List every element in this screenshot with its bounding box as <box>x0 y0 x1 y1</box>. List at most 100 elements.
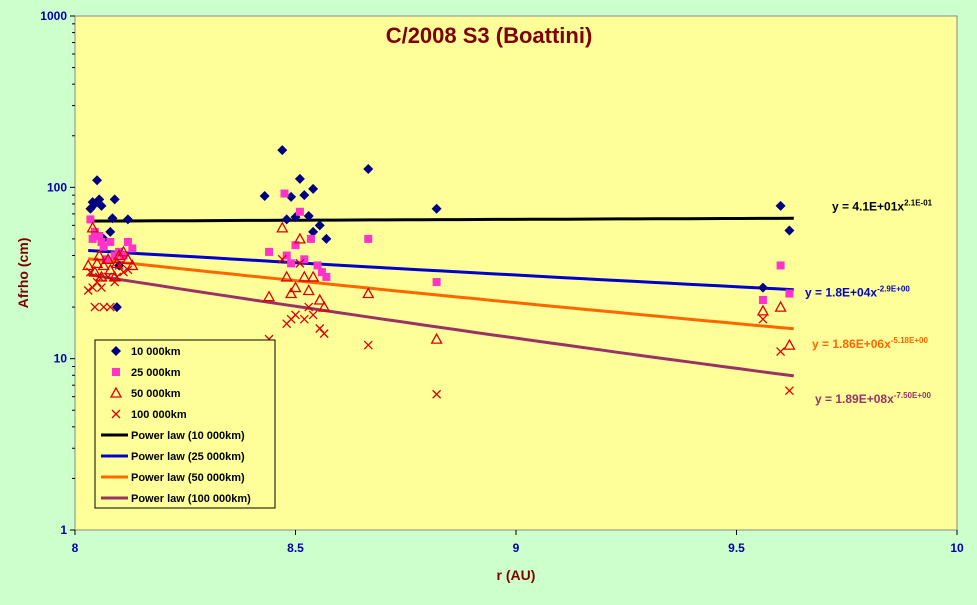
data-point <box>776 261 785 270</box>
data-point <box>85 267 95 277</box>
data-point <box>99 242 108 251</box>
data-point <box>123 265 133 275</box>
data-point <box>122 214 133 225</box>
data-point <box>115 247 124 256</box>
data-point <box>775 200 786 211</box>
x-tick-label: 9.5 <box>728 541 745 555</box>
data-point <box>110 277 120 287</box>
x-tick-label: 8.5 <box>287 541 304 555</box>
data-point <box>307 270 320 282</box>
legend-item: 25 000km <box>112 367 181 379</box>
data-points <box>82 145 796 399</box>
data-point <box>107 213 118 224</box>
data-point <box>99 302 109 312</box>
data-point <box>106 237 115 246</box>
data-point <box>322 272 331 281</box>
data-point <box>111 302 122 313</box>
data-point <box>299 314 309 324</box>
data-point <box>86 221 99 233</box>
trendline-equation: y = 4.1E+01x2.1E-01 <box>832 198 933 213</box>
data-point <box>303 211 314 222</box>
axes: 8 8.5 9 9.5 10 1 10 100 1000 <box>40 9 964 555</box>
data-point <box>776 347 786 357</box>
data-point <box>92 277 102 287</box>
data-point <box>291 241 300 250</box>
data-point <box>313 261 322 270</box>
data-point <box>109 194 120 205</box>
data-point <box>784 386 794 396</box>
data-point <box>286 191 297 202</box>
data-point <box>93 249 106 261</box>
data-point <box>308 183 319 194</box>
trendline-equation: y = 1.89E+08x-7.50E+00 <box>815 391 931 406</box>
data-point <box>291 310 300 320</box>
data-point <box>758 314 768 324</box>
data-point <box>774 300 787 312</box>
legend-label: 100 000km <box>131 409 187 421</box>
legend-box <box>94 339 276 509</box>
data-point <box>430 332 443 344</box>
data-point <box>282 251 291 260</box>
data-point <box>90 257 104 269</box>
data-point <box>97 259 110 271</box>
data-point <box>83 286 93 295</box>
legend-marker <box>111 346 121 356</box>
legend-item: 100 000km <box>111 409 187 421</box>
data-point <box>785 289 794 298</box>
y-tick-label: 1000 <box>40 9 67 23</box>
data-point <box>756 304 770 316</box>
data-point <box>103 272 113 282</box>
data-point <box>105 302 115 312</box>
data-point <box>295 207 304 216</box>
data-point <box>432 278 441 287</box>
legend-label: Power law (25 000km) <box>131 451 245 463</box>
trendline <box>87 273 794 378</box>
data-point <box>94 272 104 282</box>
data-point <box>319 329 329 339</box>
chart-title: C/2008 S3 (Boattini) <box>386 23 593 48</box>
data-point <box>294 173 305 184</box>
data-point <box>364 234 373 243</box>
y-tick-label: 1 <box>60 523 67 537</box>
data-point <box>287 259 296 268</box>
legend-label: 10 000km <box>131 346 181 358</box>
data-point <box>783 338 796 350</box>
legend-marker <box>109 386 123 398</box>
legend-item: Power law (25 000km) <box>101 451 245 463</box>
data-point <box>284 287 298 299</box>
data-point <box>95 231 104 240</box>
data-point <box>289 281 302 293</box>
data-point <box>105 226 116 237</box>
data-point <box>298 270 311 282</box>
data-point <box>126 259 139 271</box>
data-point <box>293 232 307 244</box>
x-tick-label: 9 <box>513 541 520 555</box>
data-point <box>280 189 289 198</box>
legend-label: Power law (100 000km) <box>131 493 251 505</box>
data-point <box>265 247 274 256</box>
trendline <box>88 216 794 223</box>
data-point <box>313 293 326 305</box>
x-tick-label: 8 <box>72 541 79 555</box>
data-point <box>112 272 122 282</box>
legend-item: Power law (10 000km) <box>101 430 245 442</box>
legend-marker <box>112 368 120 376</box>
data-point <box>295 258 305 268</box>
trendline-equation: y = 1.8E+04x-2.9E+00 <box>805 285 910 300</box>
data-point <box>432 389 442 399</box>
data-point <box>314 220 325 231</box>
data-point <box>277 145 288 156</box>
data-point <box>757 282 768 293</box>
trendline <box>88 249 794 292</box>
data-point <box>431 203 442 214</box>
legend-item: Power law (100 000km) <box>101 493 251 505</box>
y-axis-title: Afrho (cm) <box>15 238 31 309</box>
data-point <box>88 265 101 277</box>
data-point <box>92 175 103 186</box>
data-point <box>117 245 130 257</box>
data-point <box>299 190 310 201</box>
data-point <box>308 310 318 320</box>
legend-label: 50 000km <box>131 388 181 400</box>
data-point <box>114 260 124 270</box>
